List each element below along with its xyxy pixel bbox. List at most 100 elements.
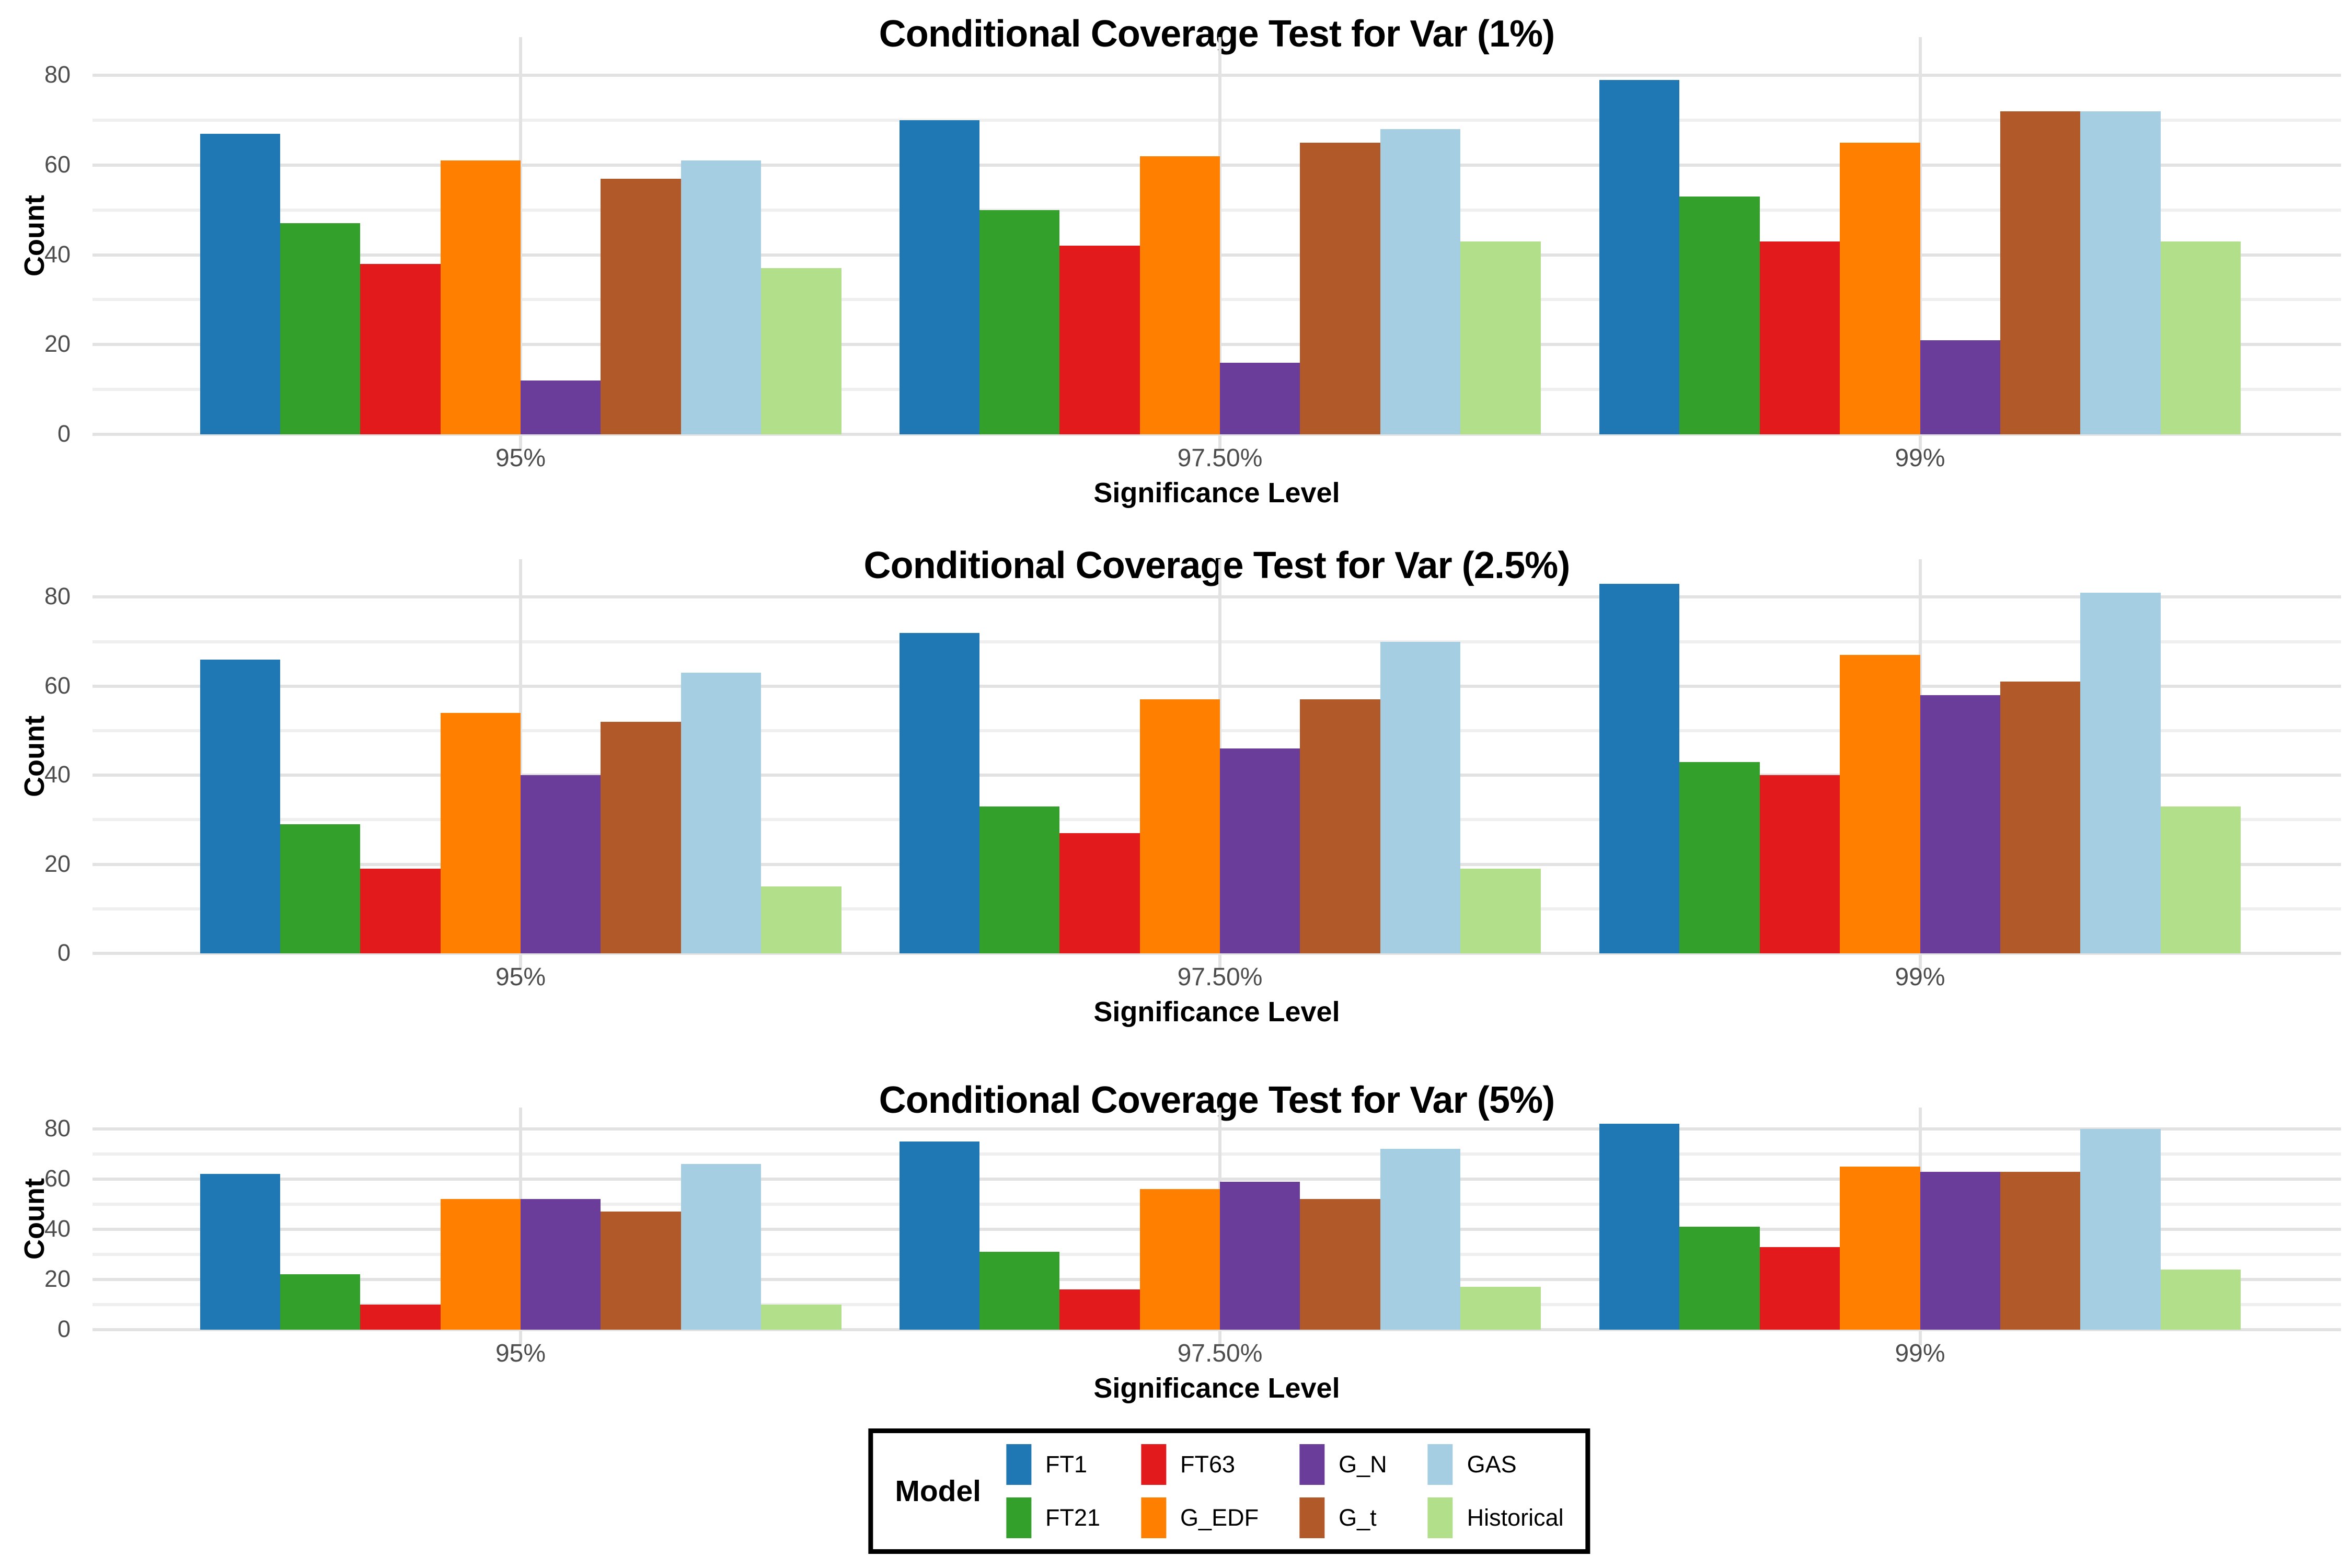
bar-Historical-99% — [2160, 241, 2241, 434]
y-tick-label: 60 — [44, 672, 71, 699]
bar-FT63-95% — [360, 869, 441, 953]
bar-FT1-99% — [1599, 1124, 1680, 1330]
y-axis-title: Count — [19, 1178, 50, 1260]
bar-G_N-95% — [521, 380, 601, 434]
bar-GAS-95% — [681, 1164, 762, 1330]
gridline-major-y80 — [93, 595, 2341, 599]
y-tick-label: 80 — [44, 61, 71, 88]
bar-FT63-97.50% — [1059, 246, 1140, 434]
bar-G_EDF-97.50% — [1139, 1189, 1220, 1330]
gridline-major-y80 — [93, 1127, 2341, 1131]
legend-title: Model — [895, 1474, 982, 1508]
y-tick-label: 20 — [44, 1265, 71, 1292]
x-category-label: 99% — [1895, 444, 1945, 472]
y-tick-label: 80 — [44, 1115, 71, 1142]
bar-G_EDF-99% — [1840, 142, 1920, 434]
y-tick-label: 60 — [44, 151, 71, 178]
legend-entry-G_N: G_N — [1299, 1444, 1387, 1485]
y-tick-label: 0 — [57, 420, 71, 447]
gridline-major-y60 — [93, 1178, 2341, 1181]
bar-FT21-97.50% — [979, 210, 1060, 434]
x-category-label: 97.50% — [1177, 963, 1263, 991]
bar-FT1-95% — [200, 1174, 280, 1330]
bar-FT21-95% — [280, 824, 361, 953]
bar-FT1-97.50% — [899, 120, 979, 434]
x-category-label: 99% — [1895, 963, 1945, 991]
legend-label: G_N — [1339, 1451, 1387, 1478]
panel-title: Conditional Coverage Test for Var (2.5%) — [863, 545, 1571, 586]
bar-G_N-97.50% — [1220, 748, 1300, 953]
bar-G_t-99% — [2000, 111, 2081, 434]
legend-label: GAS — [1467, 1451, 1517, 1478]
legend-label: FT21 — [1045, 1504, 1101, 1531]
bar-G_EDF-95% — [440, 1199, 521, 1330]
bar-G_t-99% — [2000, 1171, 2081, 1330]
legend-entry-FT1: FT1 — [1006, 1444, 1100, 1485]
y-tick-label: 20 — [44, 850, 71, 877]
bar-Historical-97.50% — [1460, 241, 1541, 434]
bar-FT63-95% — [360, 263, 441, 434]
gridline-vertical-95% — [519, 37, 522, 450]
legend-key-swatch — [1141, 1444, 1167, 1485]
legend-entry-G_EDF: G_EDF — [1141, 1497, 1259, 1538]
bar-G_N-95% — [521, 1199, 601, 1330]
bar-FT63-99% — [1759, 775, 1840, 953]
panel-title: Conditional Coverage Test for Var (5%) — [879, 1079, 1555, 1121]
bar-G_N-95% — [521, 775, 601, 953]
bar-G_N-99% — [1920, 695, 2000, 953]
bar-GAS-97.50% — [1380, 1149, 1461, 1330]
y-axis-title: Count — [19, 716, 50, 797]
x-category-label: 95% — [495, 1340, 546, 1367]
bar-FT21-95% — [280, 223, 361, 434]
bar-FT1-97.50% — [899, 1142, 979, 1330]
x-category-label: 95% — [495, 444, 546, 472]
legend-entries: FT1 FT21 FT63 G_EDF G_N G_t GAS Historical — [1006, 1444, 1564, 1538]
bar-GAS-97.50% — [1380, 129, 1461, 434]
bar-G_EDF-95% — [440, 712, 521, 953]
x-category-label: 99% — [1895, 1340, 1945, 1367]
bar-FT63-97.50% — [1059, 833, 1140, 953]
bar-FT1-97.50% — [899, 632, 979, 953]
y-tick-label: 40 — [44, 1215, 71, 1242]
bar-FT63-97.50% — [1059, 1289, 1140, 1330]
x-axis-title: Significance Level — [1093, 477, 1340, 509]
bar-Historical-99% — [2160, 1269, 2241, 1330]
legend-key-swatch — [1427, 1444, 1453, 1485]
x-axis-title: Significance Level — [1093, 1373, 1340, 1404]
bar-G_t-95% — [601, 178, 681, 434]
legend-key-swatch — [1006, 1497, 1032, 1538]
bar-G_t-97.50% — [1300, 699, 1380, 953]
x-category-label: 95% — [495, 963, 546, 991]
legend-label: G_EDF — [1180, 1504, 1259, 1531]
gridline-major-y0 — [93, 433, 2341, 436]
bar-GAS-95% — [681, 673, 762, 953]
bar-G_t-95% — [601, 1212, 681, 1330]
bar-G_t-97.50% — [1300, 142, 1380, 434]
bar-G_EDF-99% — [1840, 1167, 1920, 1330]
legend-entry-GAS: GAS — [1427, 1444, 1564, 1485]
legend-key-swatch — [1427, 1497, 1453, 1538]
bar-G_t-99% — [2000, 682, 2081, 953]
y-axis-title: Count — [19, 195, 50, 276]
bar-G_N-97.50% — [1220, 1181, 1300, 1330]
bar-FT21-99% — [1679, 1227, 1760, 1330]
bar-FT21-97.50% — [979, 806, 1060, 953]
bar-G_EDF-97.50% — [1139, 156, 1220, 434]
bar-GAS-99% — [2080, 111, 2161, 434]
bar-G_t-97.50% — [1300, 1199, 1380, 1330]
x-axis-title: Significance Level — [1093, 996, 1340, 1028]
bar-Historical-97.50% — [1460, 869, 1541, 953]
legend-entry-G_t: G_t — [1299, 1497, 1387, 1538]
bar-G_EDF-97.50% — [1139, 699, 1220, 953]
bar-FT63-99% — [1759, 1247, 1840, 1330]
bar-G_t-95% — [601, 721, 681, 953]
bar-G_N-97.50% — [1220, 362, 1300, 434]
bar-GAS-95% — [681, 160, 762, 434]
legend-key-swatch — [1141, 1497, 1167, 1538]
legend-box: Model FT1 FT21 FT63 G_EDF G_N G_t GAS Historical — [868, 1428, 1590, 1554]
gridline-major-y80 — [93, 74, 2341, 77]
bar-FT1-99% — [1599, 583, 1680, 953]
bar-Historical-99% — [2160, 806, 2241, 953]
